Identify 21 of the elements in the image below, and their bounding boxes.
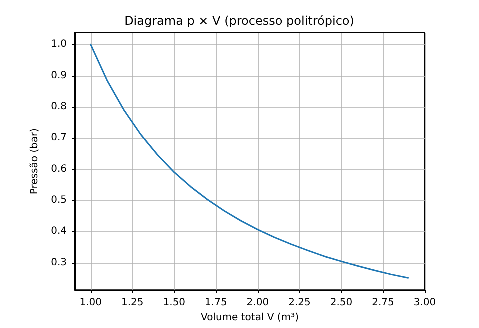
y-tick-label: 0.3 xyxy=(51,257,67,268)
x-tick-label: 3.00 xyxy=(414,298,436,309)
chart-title: Diagrama p × V (processo politrópico) xyxy=(124,14,354,28)
line-series xyxy=(90,44,410,279)
x-tick-label: 1.00 xyxy=(80,298,102,309)
y-tick-label: 0.7 xyxy=(51,132,67,144)
y-tick-label: 0.5 xyxy=(51,195,67,206)
x-tick-label: 2.00 xyxy=(246,298,270,309)
x-tick-label: 1.50 xyxy=(163,298,186,309)
y-tick-label: 0.6 xyxy=(51,164,67,175)
x-axis-title: Volume total V (m³) xyxy=(201,312,300,324)
y-axis-title: Pressão (bar) xyxy=(30,128,41,195)
x-tick-label: 2.25 xyxy=(288,298,311,309)
x-tick-label: 2.50 xyxy=(330,298,353,309)
y-tick-label: 0.8 xyxy=(51,102,67,113)
x-tick-label: 1.75 xyxy=(205,298,228,309)
y-tick-label: 1.0 xyxy=(51,39,67,50)
y-tick-label: 0.4 xyxy=(51,226,67,238)
x-tick-label: 2.75 xyxy=(372,298,394,309)
x-tick-label: 1.25 xyxy=(122,298,144,309)
y-tick-label: 0.9 xyxy=(51,70,67,82)
